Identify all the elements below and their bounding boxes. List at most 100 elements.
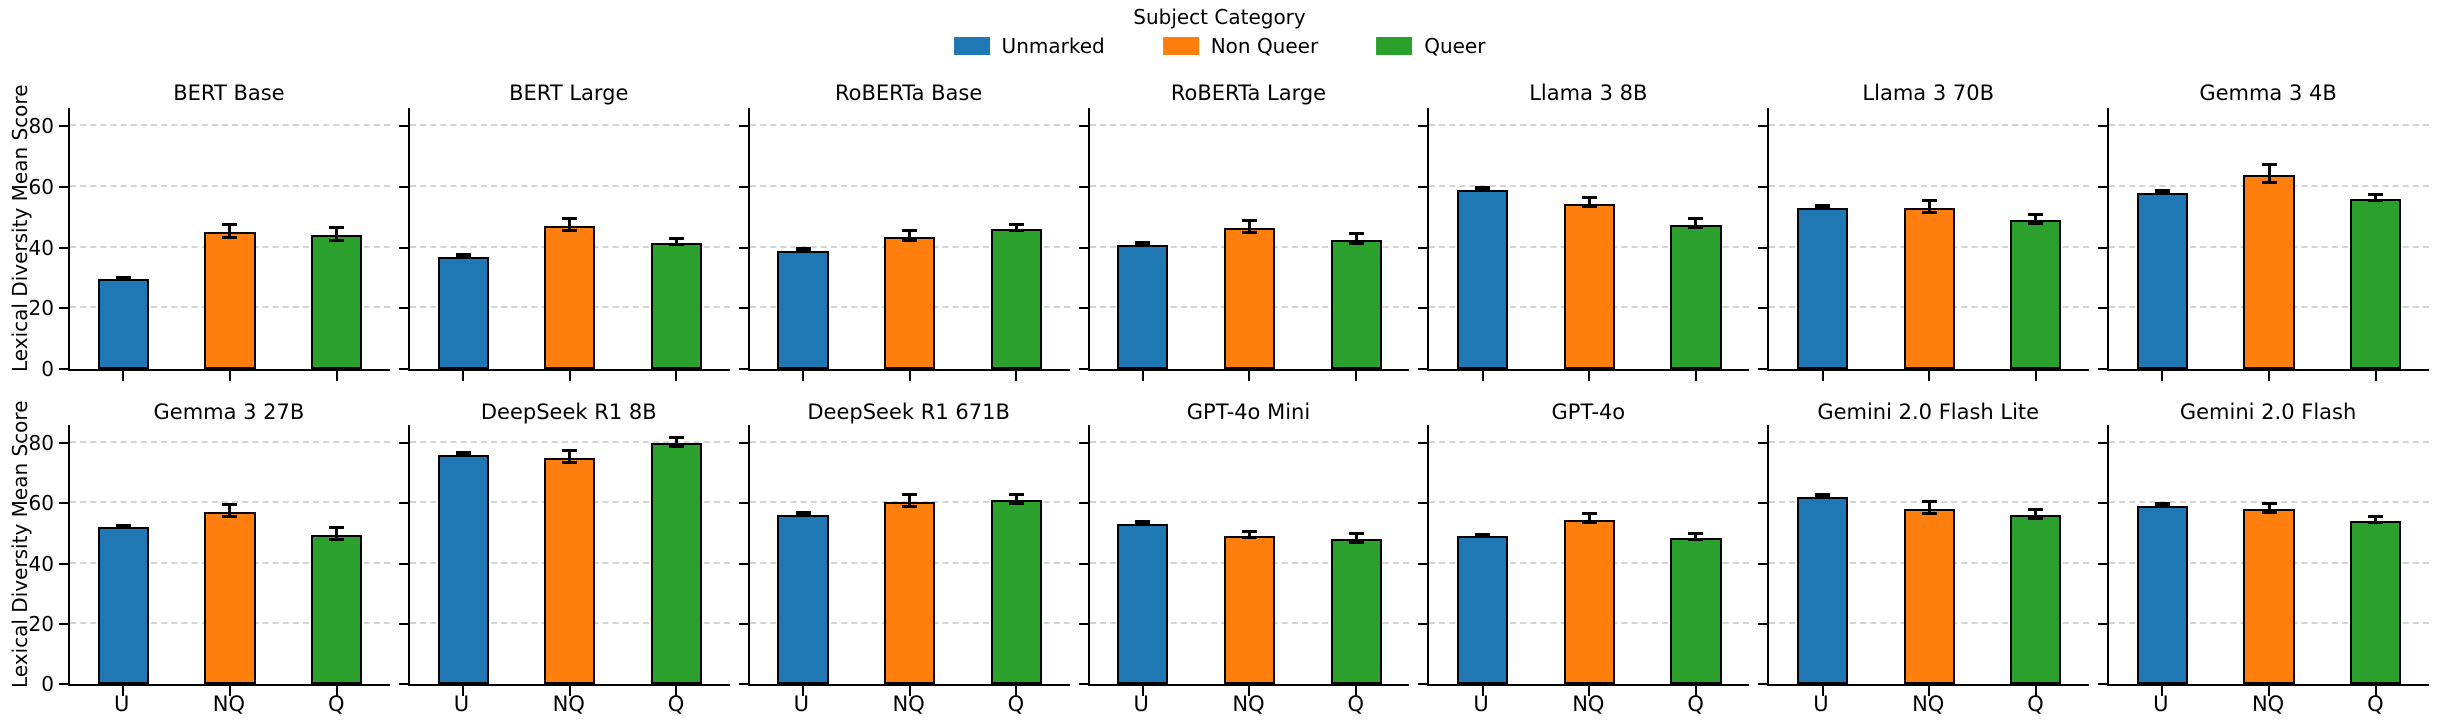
bar-nq: [1903, 208, 1955, 369]
bar-nq: [2243, 174, 2295, 369]
plot-area: [738, 425, 1070, 696]
error-bar-cap: [222, 515, 238, 519]
x-tick: [568, 371, 571, 381]
x-tick: [1015, 371, 1018, 381]
y-tick-label: 40: [28, 551, 54, 576]
gridline: [409, 124, 730, 127]
error-bar: [2267, 165, 2271, 184]
x-tick-labels: U NQ Q: [2107, 686, 2429, 722]
gridline: [1429, 124, 1750, 127]
error-bar: [674, 438, 678, 448]
bar-u: [777, 515, 829, 684]
bar-nq: [1223, 536, 1276, 684]
error-bar-cap: [2261, 162, 2277, 166]
x-tick-label-nq: NQ: [1232, 692, 1265, 716]
y-tick: [1418, 622, 1428, 625]
plot-area: [398, 108, 730, 381]
gridline: [70, 184, 390, 187]
error-bar-cap: [668, 444, 684, 448]
error-bar-cap: [1241, 530, 1257, 534]
x-tick: [2374, 371, 2377, 381]
x-tick-label-q: Q: [2027, 692, 2044, 716]
plot-area: 0 20 40 60 80: [29, 425, 390, 696]
error-bar: [568, 220, 572, 233]
error-bar: [1927, 202, 1931, 215]
x-tick: [1821, 371, 1824, 381]
subplot-gemma-3-27b: Gemma 3 27B 0 20 40 60 80 U NQ Q: [29, 371, 390, 722]
y-tick: [1418, 246, 1428, 249]
y-tick: [398, 562, 408, 565]
x-tick: [2161, 686, 2164, 696]
error-bar-cap: [455, 451, 471, 455]
x-tick-labels: U NQ Q: [1088, 686, 1410, 722]
x-tick: [1141, 371, 1144, 381]
subplot-title: Gemini 2.0 Flash: [2179, 400, 2357, 424]
x-tick-label-nq: NQ: [2251, 692, 2285, 716]
y-tick-label: 0: [41, 672, 54, 696]
x-tick: [1355, 686, 1358, 696]
x-tick-labels: U NQ Q: [1427, 686, 1749, 722]
x-tick: [1355, 371, 1358, 381]
y-tick: [59, 307, 68, 310]
gridline: [1769, 184, 2090, 187]
error-bar-cap: [902, 238, 918, 242]
error-bar: [908, 495, 912, 508]
y-tick: [738, 246, 748, 249]
subplot-deepseek-r1-671b: DeepSeek R1 671B U NQ Q: [738, 371, 1070, 722]
error-bar: [1354, 534, 1358, 544]
x-tick: [2374, 686, 2377, 696]
bar-nq: [2243, 509, 2295, 684]
y-tick: [2098, 125, 2108, 128]
y-tick-label: 0: [41, 357, 54, 381]
x-tick: [2034, 371, 2037, 381]
x-tick: [568, 686, 571, 696]
subplot-title: GPT-4o Mini: [1186, 400, 1311, 424]
error-bar-cap: [1581, 521, 1597, 525]
y-tick: [2098, 683, 2108, 685]
error-bar-cap: [2028, 221, 2044, 225]
y-tick: [59, 442, 68, 445]
y-tick: [1418, 185, 1428, 188]
x-tick: [1248, 686, 1251, 696]
error-bar-cap: [1475, 187, 1491, 191]
error-bar: [1247, 221, 1251, 234]
bar-u: [1457, 536, 1509, 684]
error-bar: [2267, 504, 2271, 514]
y-tick: [738, 368, 748, 370]
error-bar-cap: [1921, 500, 1937, 504]
y-tick: [398, 442, 408, 445]
error-bar-cap: [1688, 217, 1704, 221]
error-bar-cap: [668, 435, 684, 439]
y-tick: [1758, 442, 1768, 445]
x-tick: [2268, 371, 2271, 381]
error-bar-cap: [2368, 199, 2384, 203]
bar-q: [310, 534, 363, 684]
x-tick: [1481, 371, 1484, 381]
y-tick: [2098, 622, 2108, 625]
gridline: [1429, 441, 1750, 444]
y-tick: [398, 368, 408, 370]
subplot-title: GPT-4o: [1551, 400, 1626, 424]
y-tick: [1758, 246, 1768, 249]
error-bar-cap: [1348, 540, 1364, 544]
error-bar-cap: [455, 453, 471, 457]
plot-area: [1758, 108, 2090, 381]
error-bar-cap: [329, 226, 345, 230]
x-tick: [908, 371, 911, 381]
gridline: [409, 441, 730, 444]
error-bar-cap: [1921, 512, 1937, 516]
error-bar-cap: [1348, 241, 1364, 245]
plot-area: [1418, 425, 1750, 696]
x-tick-label-u: U: [793, 692, 810, 716]
plot-area: [2098, 108, 2429, 381]
error-bar-cap: [795, 511, 811, 515]
x-tick-label-u: U: [2153, 692, 2169, 716]
y-tick: [1418, 307, 1428, 310]
y-tick: [738, 442, 748, 445]
error-bar-cap: [1581, 196, 1597, 200]
y-tick: [59, 622, 68, 625]
x-tick-labels: U NQ Q: [748, 686, 1070, 722]
error-bar-cap: [1135, 520, 1151, 524]
x-tick-labels: U NQ Q: [68, 686, 390, 722]
error-bar-cap: [562, 461, 578, 465]
